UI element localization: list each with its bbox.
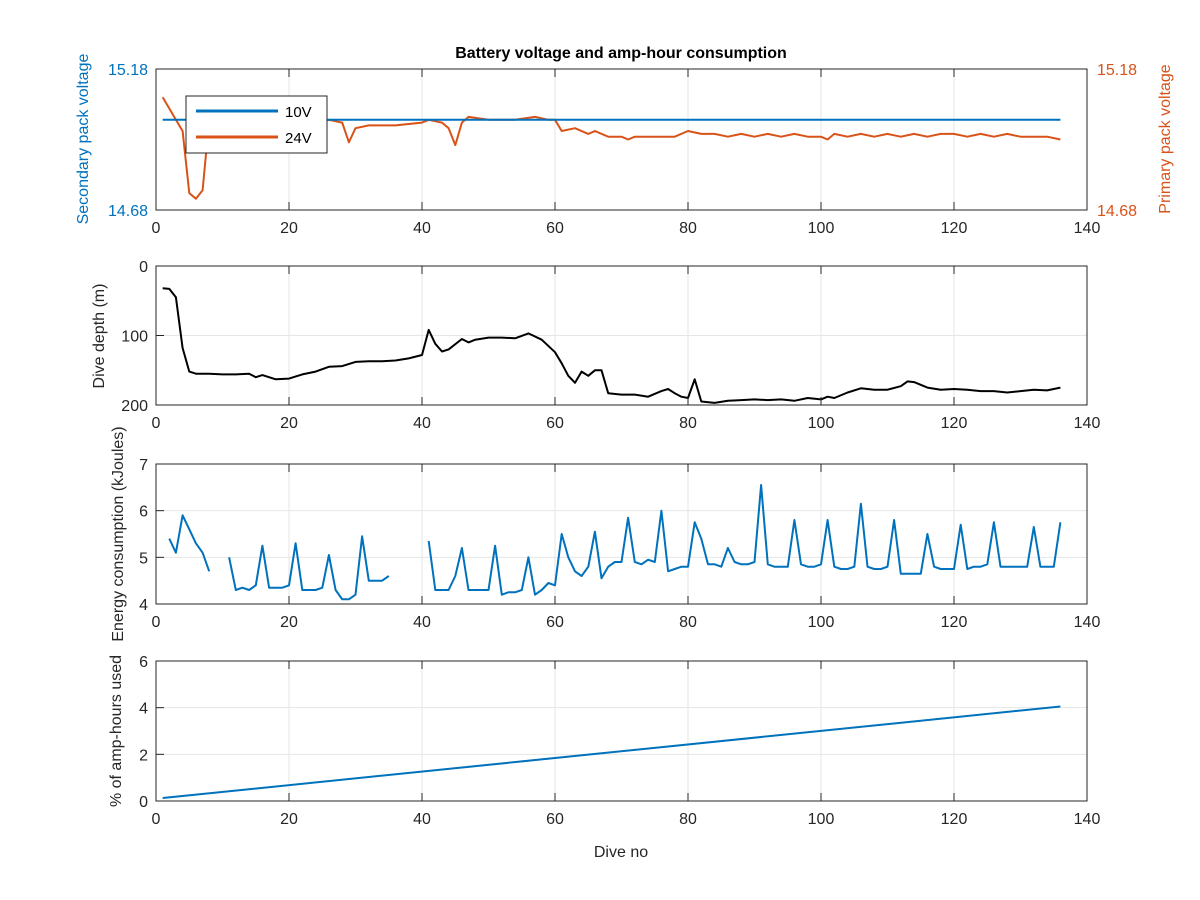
depth-ylabel: Dive depth (m) (91, 284, 108, 389)
voltage-x-tick-label: 120 (941, 220, 968, 237)
energy-x-tick-label: 80 (679, 614, 697, 631)
energy-series-group (168, 484, 1062, 601)
voltage-x-tick-label: 20 (280, 220, 298, 237)
energy-x-tick-label: 40 (413, 614, 431, 631)
voltage-right-y-tick-label: 14.68 (1097, 203, 1137, 220)
amphour-series-group (162, 705, 1061, 799)
amphour-y-ticks: 0 2 4 6 (139, 654, 164, 811)
depth-subplot: 0 20 40 60 80 100 120 140 0 100 200 Dive depth (m… (91, 259, 1100, 432)
amphour-x-tick-label: 20 (280, 811, 298, 828)
energy-y-ticks: 4 5 6 7 (139, 457, 164, 614)
voltage-x-tick-label: 140 (1074, 220, 1101, 237)
energy-y-tick-label: 7 (139, 457, 148, 474)
voltage-y-tick-label: 14.68 (108, 203, 148, 220)
depth-x-tick-label: 40 (413, 415, 431, 432)
energy-x-tick-label: 120 (941, 614, 968, 631)
depth-y-tick-label: 200 (121, 398, 148, 415)
amphour-x-tick-label: 40 (413, 811, 431, 828)
energy-line-segment (228, 535, 390, 601)
amphour-x-tick-label: 140 (1074, 811, 1101, 828)
figure-title: Battery voltage and amp-hour consumption (455, 45, 787, 62)
energy-x-ticks: 0 20 40 60 80 100 120 140 (152, 464, 1101, 631)
voltage-y-tick-label: 15.18 (108, 62, 148, 79)
amphour-xlabel: Dive no (594, 844, 648, 861)
voltage-left-ylabel: Secondary pack voltage (75, 54, 92, 225)
depth-line (162, 287, 1061, 404)
depth-x-tick-label: 120 (941, 415, 968, 432)
depth-y-tick-label: 100 (121, 329, 148, 346)
depth-series-group (162, 287, 1061, 404)
voltage-x-tick-label: 100 (808, 220, 835, 237)
energy-x-tick-label: 60 (546, 614, 564, 631)
depth-y-tick-label: 0 (139, 259, 148, 276)
depth-x-tick-label: 140 (1074, 415, 1101, 432)
voltage-x-tick-label: 80 (679, 220, 697, 237)
legend: 10V 24V (185, 95, 328, 154)
voltage-x-tick-label: 0 (152, 220, 161, 237)
amphour-x-ticks: 0 20 40 60 80 100 120 140 (152, 661, 1101, 828)
voltage-right-y-tick-label: 15.18 (1097, 62, 1137, 79)
energy-subplot: 0 20 40 60 80 100 120 140 4 5 6 7 Energy consumpti… (110, 426, 1100, 641)
amphour-ylabel: % of amp-hours used (108, 655, 125, 807)
voltage-x-ticks: 0 20 40 60 80 100 120 140 (152, 69, 1101, 237)
energy-plot-frame (155, 463, 1088, 605)
energy-y-tick-label: 4 (139, 597, 148, 614)
energy-y-tick-label: 5 (139, 550, 148, 567)
depth-x-tick-label: 80 (679, 415, 697, 432)
voltage-right-ylabel: Primary pack voltage (1157, 64, 1174, 213)
amphour-plot-frame (155, 660, 1088, 802)
voltage-x-tick-label: 40 (413, 220, 431, 237)
energy-x-tick-label: 20 (280, 614, 298, 631)
depth-x-tick-label: 20 (280, 415, 298, 432)
depth-x-tick-label: 100 (808, 415, 835, 432)
voltage-plot-frame (155, 68, 1088, 211)
legend-box (185, 95, 328, 154)
legend-label-24v: 24V (285, 130, 312, 147)
energy-y-tick-label: 6 (139, 504, 148, 521)
amphour-x-tick-label: 80 (679, 811, 697, 828)
voltage-x-tick-label: 60 (546, 220, 564, 237)
depth-y-ticks: 0 100 200 (121, 259, 164, 415)
energy-ylabel: Energy consumption (kJoules) (110, 426, 127, 641)
voltage-right-y-ticks: 14.68 15.18 (1079, 62, 1137, 220)
amphour-x-tick-label: 0 (152, 811, 161, 828)
amphour-line (162, 705, 1061, 799)
amphour-x-tick-label: 60 (546, 811, 564, 828)
amphour-subplot: 0 20 40 60 80 100 120 140 0 2 4 6 % of amp-hours u… (108, 654, 1100, 861)
amphour-y-tick-label: 2 (139, 747, 148, 764)
voltage-subplot: 0 20 40 60 80 100 120 140 14.68 15.18 14.68 15.18… (75, 54, 1174, 237)
energy-x-tick-label: 140 (1074, 614, 1101, 631)
depth-x-ticks: 0 20 40 60 80 100 120 140 (152, 266, 1101, 432)
energy-x-tick-label: 100 (808, 614, 835, 631)
voltage-left-y-ticks: 14.68 15.18 (108, 62, 164, 220)
amphour-y-tick-label: 4 (139, 701, 148, 718)
energy-line-segment (168, 514, 211, 572)
depth-x-tick-label: 0 (152, 415, 161, 432)
depth-x-tick-label: 60 (546, 415, 564, 432)
amphour-x-tick-label: 120 (941, 811, 968, 828)
energy-line-segment (427, 484, 1062, 596)
legend-label-10v: 10V (285, 104, 312, 121)
amphour-x-tick-label: 100 (808, 811, 835, 828)
amphour-y-tick-label: 0 (139, 794, 148, 811)
energy-x-tick-label: 0 (152, 614, 161, 631)
amphour-y-tick-label: 6 (139, 654, 148, 671)
